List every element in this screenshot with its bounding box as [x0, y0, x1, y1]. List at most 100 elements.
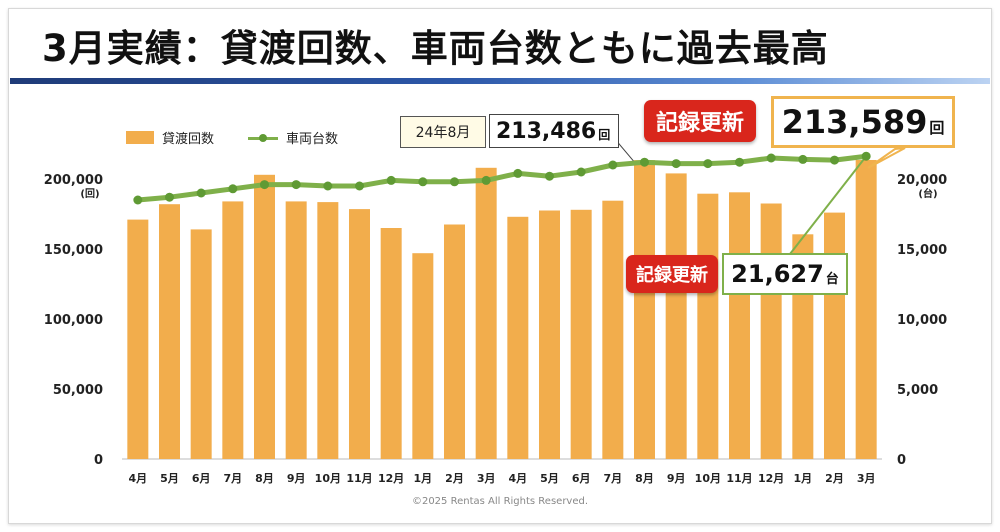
vehicle-point-8: [386, 175, 396, 185]
bar-15: [602, 200, 624, 459]
bar-12: [507, 216, 529, 459]
bar-22: [824, 212, 845, 459]
legend-bar-swatch: [126, 131, 154, 144]
vehicle-point-17: [671, 159, 681, 169]
bar-4: [254, 174, 275, 460]
bar-3: [222, 201, 244, 459]
y-right-tick-1: 5,000: [897, 383, 938, 398]
x-tick-2: 6月: [192, 472, 211, 485]
bar-17: [665, 173, 687, 459]
vehicle-point-2: [196, 188, 206, 198]
vehicle-value: 21,627: [731, 260, 824, 288]
y-left-tick-0: 0: [94, 453, 103, 468]
mar-value: 213,589: [781, 103, 928, 141]
y-left-tick-1: 50,000: [53, 383, 103, 398]
y-left-tick-2: 100,000: [44, 313, 103, 328]
x-tick-5: 9月: [287, 472, 306, 485]
x-tick-7: 11月: [346, 472, 372, 485]
vehicle-point-1: [165, 192, 174, 202]
page-title: 3月実績：貸渡回数、車両台数ともに過去最高: [42, 27, 829, 70]
vehicle-point-20: [766, 153, 776, 163]
vehicle-point-0: [133, 195, 143, 205]
legend-bar-label: 貸渡回数: [162, 132, 215, 147]
x-tick-19: 11月: [726, 472, 752, 485]
x-tick-6: 10月: [315, 472, 341, 485]
x-tick-23: 3月: [857, 472, 876, 485]
x-tick-20: 12月: [758, 472, 784, 485]
aug-unit: 回: [598, 127, 611, 142]
x-tick-13: 5月: [540, 472, 559, 485]
mar-record-callout: 213,589 回: [771, 96, 955, 148]
bar-23: [855, 159, 877, 459]
bar-8: [380, 228, 402, 459]
vehicle-record-callout: 21,627 台: [722, 253, 848, 295]
vehicle-point-21: [798, 154, 808, 164]
vehicle-point-10: [450, 177, 459, 187]
y-left-unit: (回): [80, 188, 99, 200]
vehicle-point-6: [323, 181, 333, 191]
vehicle-point-18: [703, 159, 713, 169]
y-right-tick-2: 10,000: [897, 313, 947, 328]
x-tick-1: 5月: [160, 472, 179, 485]
record-badge-mid: 記録更新: [626, 255, 718, 293]
bar-6: [317, 202, 339, 459]
title-underline: [10, 78, 990, 84]
vehicle-point-5: [291, 180, 301, 190]
x-tick-11: 3月: [477, 472, 496, 485]
record-badge-top: 記録更新: [644, 100, 756, 142]
vehicle-point-14: [576, 167, 586, 177]
aug-record-callout: 213,486 回: [489, 114, 620, 148]
y-left-tick-4: 200,000: [44, 173, 103, 188]
bar-10: [444, 224, 465, 459]
x-tick-22: 2月: [825, 472, 844, 485]
aug-date-tag: 24年8月: [400, 116, 486, 148]
vehicle-point-9: [418, 177, 428, 187]
aug-value: 213,486: [496, 118, 597, 144]
legend-item-line: 車両台数: [248, 128, 338, 147]
vehicle-unit: 台: [825, 271, 839, 287]
legend-item-bar: 貸渡回数: [126, 128, 214, 147]
mar-callout-pointer: [867, 147, 906, 169]
vehicle-point-15: [608, 160, 618, 170]
x-tick-15: 7月: [604, 472, 623, 485]
bar-5: [285, 201, 307, 459]
x-tick-0: 4月: [129, 472, 148, 485]
x-tick-10: 2月: [445, 472, 464, 485]
legend-line-label: 車両台数: [286, 132, 339, 147]
vehicle-point-13: [545, 171, 554, 181]
vehicle-point-11: [481, 175, 491, 185]
vehicle-point-3: [228, 184, 238, 194]
vehicle-point-4: [260, 180, 269, 190]
x-tick-9: 1月: [414, 472, 433, 485]
y-right-tick-0: 0: [897, 453, 906, 468]
vehicle-point-12: [513, 168, 523, 178]
x-tick-18: 10月: [695, 472, 721, 485]
vehicle-point-19: [735, 157, 744, 167]
x-tick-3: 7月: [224, 472, 243, 485]
vehicle-point-7: [355, 181, 364, 191]
y-right-tick-4: 20,000: [897, 173, 947, 188]
vehicle-line: [137, 153, 867, 203]
vehicle-point-22: [830, 155, 839, 165]
x-tick-17: 9月: [667, 472, 686, 485]
bar-0: [127, 219, 149, 459]
bar-18: [697, 193, 719, 459]
vehicle-point-16: [640, 157, 649, 167]
bar-13: [539, 210, 560, 459]
y-right-unit: (台): [918, 187, 937, 200]
bar-1: [159, 204, 180, 459]
bar-2: [190, 229, 212, 459]
x-tick-16: 8月: [635, 472, 654, 485]
legend-line-swatch: [248, 131, 278, 145]
mar-unit: 回: [929, 118, 945, 137]
x-tick-12: 4月: [509, 472, 528, 485]
copyright-footer: ©2025 Rentas All Rights Reserved.: [411, 496, 589, 507]
bar-11: [475, 167, 497, 460]
bar-20: [760, 203, 782, 459]
bar-9: [412, 253, 434, 459]
bar-16: [634, 160, 655, 459]
bar-7: [349, 209, 370, 459]
x-tick-4: 8月: [255, 472, 274, 485]
bar-14: [570, 209, 592, 459]
